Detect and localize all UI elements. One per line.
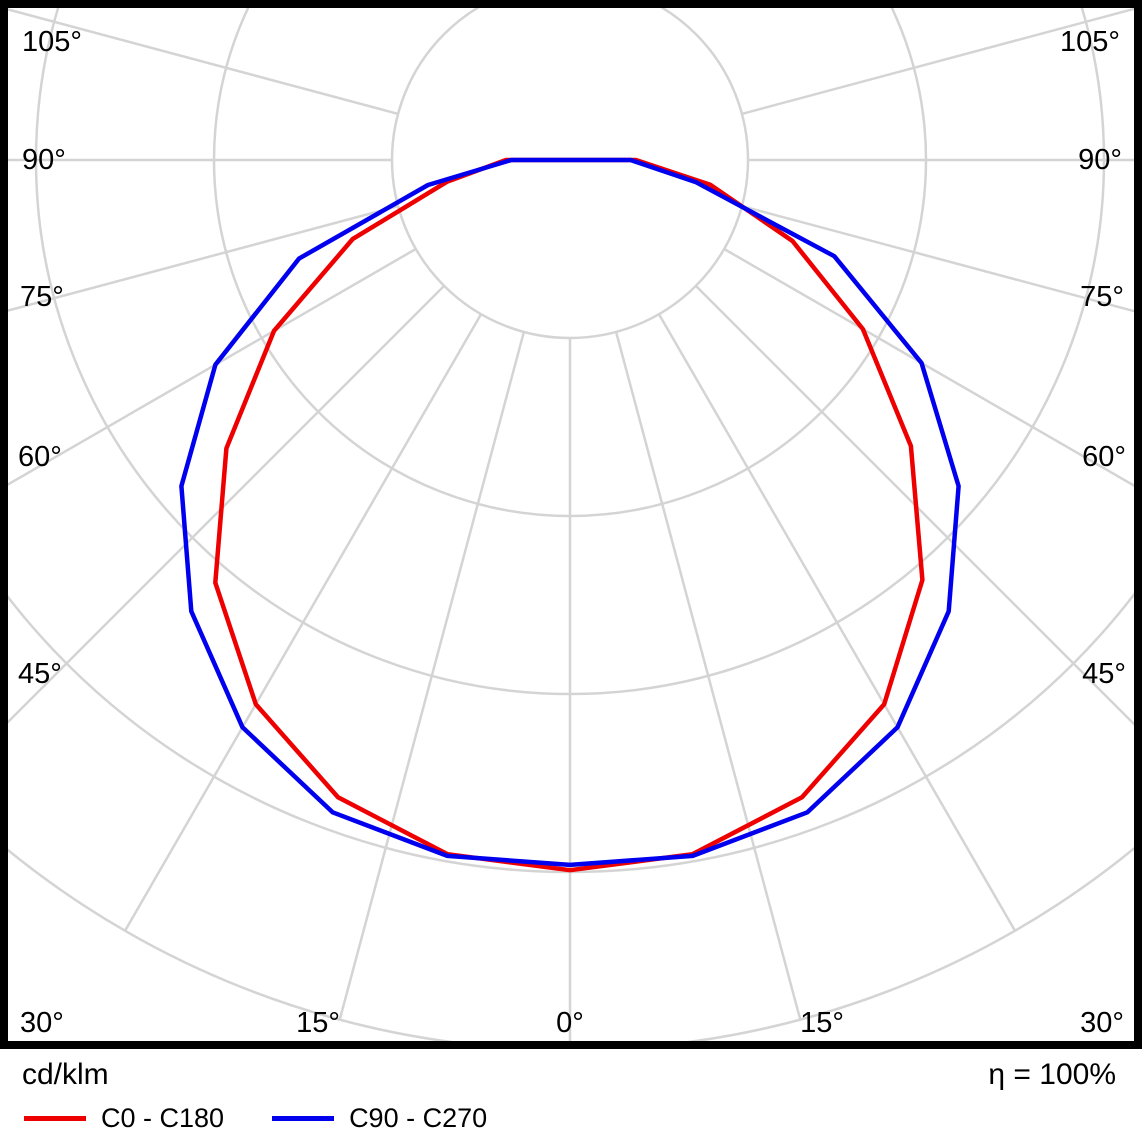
legend-item-c0-c180: C0 - C180 <box>24 1103 224 1132</box>
angle-label: 30° <box>20 1007 64 1039</box>
grid-spoke <box>338 331 526 1021</box>
grid-spoke <box>741 8 1134 116</box>
angle-label: 60° <box>1082 441 1126 473</box>
angle-label: 15° <box>296 1007 340 1039</box>
angle-label: 0° <box>556 1007 584 1039</box>
c0-c180-label: C0 - C180 <box>101 1103 225 1132</box>
units-label: cd/klm <box>22 1058 109 1091</box>
grid-spoke <box>8 204 399 312</box>
angle-label: 45° <box>18 658 62 690</box>
angle-label: 90° <box>22 144 66 176</box>
legend-top-row: cd/klm η = 100% <box>22 1058 1116 1092</box>
c90-c270-line-swatch <box>272 1116 335 1121</box>
angle-label: 90° <box>1078 144 1122 176</box>
angle-label: 105° <box>22 26 82 58</box>
grid-spoke <box>614 331 802 1021</box>
angle-label: 45° <box>1082 658 1126 690</box>
angle-label: 105° <box>1060 26 1120 58</box>
angle-label: 15° <box>800 1007 844 1039</box>
angle-label: 30° <box>1080 1007 1124 1039</box>
grid-spoke <box>8 285 445 724</box>
c0-c180-line-swatch <box>24 1116 86 1121</box>
grid-spoke <box>695 285 1134 726</box>
angle-label: 75° <box>20 281 64 313</box>
angle-label: 60° <box>18 441 62 473</box>
angle-label: 75° <box>1080 281 1124 313</box>
polar-chart: 105° 90° 75° 60° 45° 30° 105° 90° 75° 60° 45° 30° 15… <box>0 0 1142 1049</box>
grid-spoke <box>741 204 1134 313</box>
grid-spoke <box>8 8 399 116</box>
grid-spoke <box>123 313 483 932</box>
legend-item-c90-c270: C90 - C270 <box>272 1103 487 1132</box>
grid-spoke <box>723 247 1134 488</box>
grid-spoke <box>8 247 417 486</box>
curve-c90-c270 <box>179 157 961 868</box>
grid-spoke <box>657 313 1017 932</box>
legend: C0 - C180 C90 - C270 <box>24 1103 487 1132</box>
efficiency-label: η = 100% <box>988 1058 1116 1091</box>
c90-c270-label: C90 - C270 <box>349 1103 488 1132</box>
